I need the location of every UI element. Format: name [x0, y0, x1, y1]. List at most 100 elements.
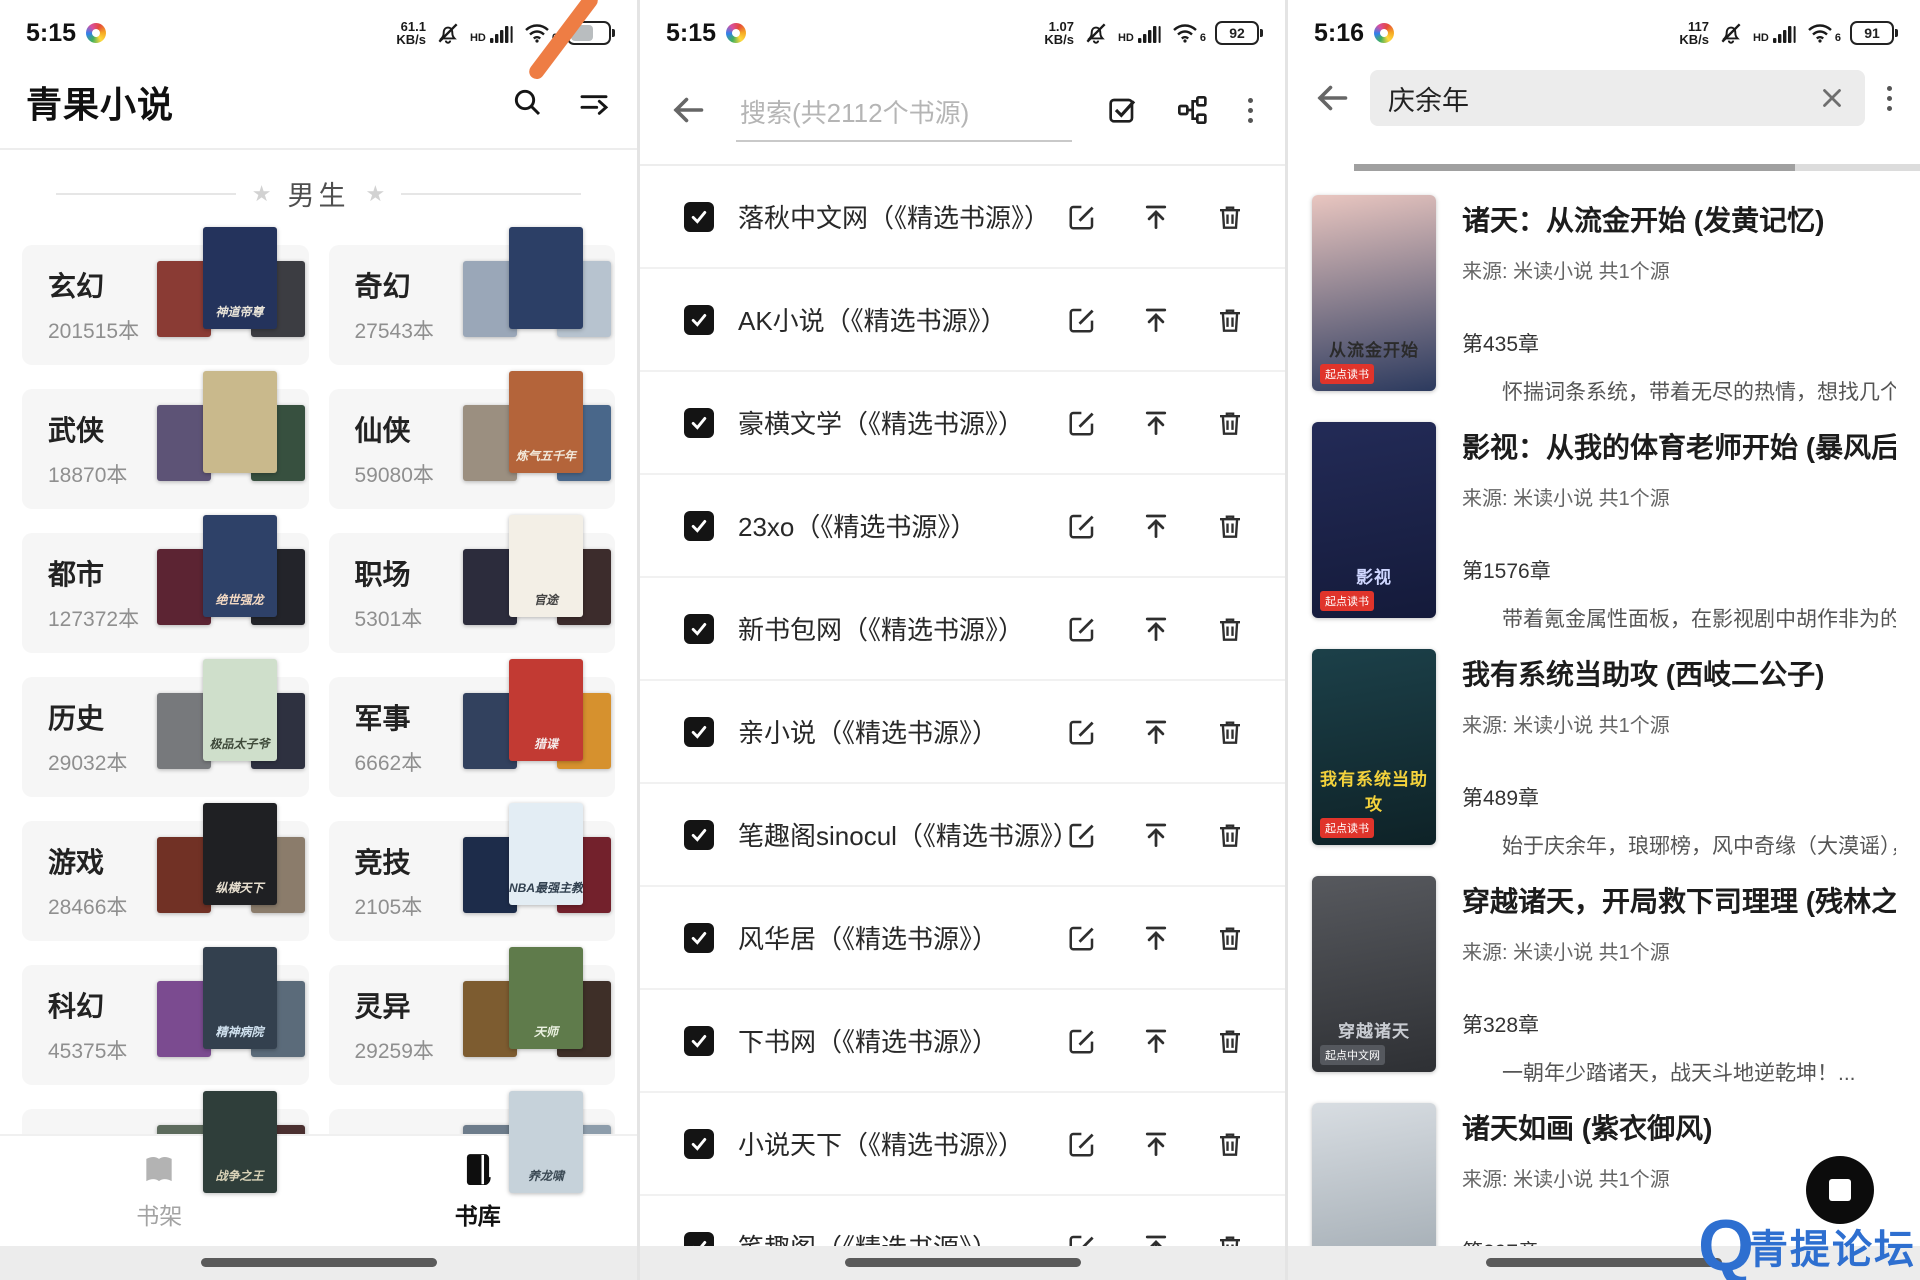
source-row[interactable]: 落秋中文网（《精选书源》） [640, 166, 1285, 269]
edit-icon[interactable] [1067, 305, 1097, 335]
select-all-icon[interactable] [1106, 94, 1138, 126]
edit-icon[interactable] [1067, 923, 1097, 953]
book-cover: 影视 起点读书 [1312, 422, 1436, 618]
back-arrow-icon[interactable] [670, 92, 706, 128]
status-bar: 5:15 1.07 KB/s HD [640, 0, 1285, 56]
move-to-top-icon[interactable] [1141, 717, 1171, 747]
status-bar: 5:15 61.1 KB/s HD [0, 0, 637, 56]
source-row[interactable]: AK小说（《精选书源》） [640, 269, 1285, 372]
checkbox-checked[interactable] [684, 407, 714, 438]
move-to-top-icon[interactable] [1141, 923, 1171, 953]
book-result-row[interactable]: 我有系统当助攻 起点读书 我有系统当助攻 (西岐二公子) 来源: 米读小说 共1… [1288, 635, 1920, 862]
delete-icon[interactable] [1215, 1026, 1245, 1056]
edit-icon[interactable] [1067, 717, 1097, 747]
book-cover-thumb: 神道帝尊 [202, 227, 277, 329]
book-latest-chapter: 第1576章 [1462, 560, 1551, 583]
checkbox-checked[interactable] [684, 716, 714, 747]
edit-icon[interactable] [1067, 1026, 1097, 1056]
search-progress-bar [1354, 164, 1920, 171]
book-result-row[interactable]: 从流金开始 起点读书 诸天：从流金开始 (发黄记忆) 来源: 米读小说 共1个源… [1288, 181, 1920, 408]
delete-icon[interactable] [1215, 820, 1245, 850]
sort-filter-icon[interactable] [577, 86, 611, 118]
source-row[interactable]: 小说天下（《精选书源》） [640, 1093, 1285, 1196]
source-row[interactable]: 笔趣阁sinocul（《精选书源》） [640, 784, 1285, 887]
checkbox-checked[interactable] [684, 819, 714, 850]
edit-icon[interactable] [1067, 820, 1097, 850]
source-name: 亲小说（《精选书源》） [738, 718, 999, 748]
category-card[interactable]: 玄幻 201515本 神道帝尊 [22, 227, 309, 365]
category-card[interactable]: 武侠 18870本 [22, 371, 309, 509]
edit-icon[interactable] [1067, 202, 1097, 232]
checkbox-checked[interactable] [684, 201, 714, 232]
category-card[interactable]: 灵异 29259本 天师 [328, 947, 615, 1085]
move-to-top-icon[interactable] [1141, 820, 1171, 850]
delete-icon[interactable] [1215, 202, 1245, 232]
move-to-top-icon[interactable] [1141, 408, 1171, 438]
book-cover-thumb [156, 405, 211, 481]
tab-bookshelf[interactable]: 书架 [0, 1136, 319, 1246]
source-row[interactable]: 亲小说（《精选书源》） [640, 681, 1285, 784]
category-card[interactable]: 竞技 2105本 NBA最强主教 [328, 803, 615, 941]
move-to-top-icon[interactable] [1141, 511, 1171, 541]
delete-icon[interactable] [1215, 923, 1245, 953]
move-to-top-icon[interactable] [1141, 1026, 1171, 1056]
delete-icon[interactable] [1215, 614, 1245, 644]
checkbox-checked[interactable] [684, 304, 714, 335]
book-result-row[interactable]: 影视 起点读书 影视：从我的体育老师开始 (暴风后的... 来源: 米读小说 共… [1288, 408, 1920, 635]
move-to-top-icon[interactable] [1141, 1129, 1171, 1159]
checkbox-checked[interactable] [684, 510, 714, 541]
book-description: 一朝年少踏诸天，战天斗地逆乾坤！... [1502, 1062, 1856, 1085]
category-card[interactable]: 游戏 28466本 纵横天下 [22, 803, 309, 941]
app-bar: 青果小说 [0, 56, 637, 148]
move-to-top-icon[interactable] [1141, 305, 1171, 335]
search-icon[interactable] [511, 86, 543, 118]
source-row[interactable]: 风华居（《精选书源》） [640, 887, 1285, 990]
checkbox-checked[interactable] [684, 1025, 714, 1056]
category-name: 竞技 [354, 847, 411, 878]
edit-icon[interactable] [1067, 1129, 1097, 1159]
category-card[interactable]: 科幻 45375本 精神病院 [22, 947, 309, 1085]
source-search-input[interactable]: 搜索(共2112个书源) [736, 78, 1072, 142]
move-to-top-icon[interactable] [1141, 614, 1171, 644]
edit-icon[interactable] [1067, 614, 1097, 644]
home-indicator[interactable] [1288, 1246, 1920, 1280]
edit-icon[interactable] [1067, 511, 1097, 541]
tab-bookstore[interactable]: 书库 [319, 1136, 638, 1246]
delete-icon[interactable] [1215, 408, 1245, 438]
delete-icon[interactable] [1215, 1129, 1245, 1159]
move-to-top-icon[interactable] [1141, 202, 1171, 232]
category-card[interactable]: 都市 127372本 绝世强龙 [22, 515, 309, 653]
delete-icon[interactable] [1215, 717, 1245, 747]
source-row[interactable]: 新书包网（《精选书源》） [640, 578, 1285, 681]
stop-search-fab[interactable] [1806, 1156, 1874, 1224]
book-latest-chapter: 第489章 [1462, 787, 1540, 810]
checkbox-checked[interactable] [684, 922, 714, 953]
category-count: 28466本 [48, 896, 128, 919]
checkbox-checked[interactable] [684, 1128, 714, 1159]
category-card[interactable]: 职场 5301本 官途 [328, 515, 615, 653]
source-row[interactable]: 豪横文学（《精选书源》） [640, 372, 1285, 475]
checkbox-checked[interactable] [684, 613, 714, 644]
category-card[interactable]: 仙侠 59080本 炼气五千年 [328, 371, 615, 509]
group-manage-icon[interactable] [1176, 94, 1208, 126]
more-menu-icon[interactable] [1885, 84, 1894, 113]
delete-icon[interactable] [1215, 305, 1245, 335]
edit-icon[interactable] [1067, 408, 1097, 438]
category-card[interactable]: 奇幻 27543本 [328, 227, 615, 365]
book-source: 来源: 米读小说 共1个源 [1462, 942, 1670, 964]
category-card[interactable]: 历史 29032本 极品太子爷 [22, 659, 309, 797]
more-menu-icon[interactable] [1246, 96, 1255, 125]
category-card[interactable]: 军事 6662本 猎谍 [328, 659, 615, 797]
clear-search-icon[interactable] [1817, 83, 1847, 113]
book-cover: 穿越诸天 起点中文网 [1312, 876, 1436, 1072]
back-arrow-icon[interactable] [1314, 80, 1350, 116]
delete-icon[interactable] [1215, 511, 1245, 541]
book-result-row[interactable]: 穿越诸天 起点中文网 穿越诸天，开局救下司理理 (残林之木) 来源: 米读小说 … [1288, 862, 1920, 1089]
search-query-input[interactable]: 庆余年 [1370, 70, 1865, 126]
source-search-placeholder: 搜索(共2112个书源) [740, 98, 970, 128]
home-indicator[interactable] [640, 1246, 1285, 1280]
source-row[interactable]: 23xo（《精选书源》） [640, 475, 1285, 578]
source-row[interactable]: 下书网（《精选书源》） [640, 990, 1285, 1093]
home-indicator[interactable] [0, 1246, 637, 1280]
source-name: 小说天下（《精选书源》） [738, 1130, 1025, 1160]
